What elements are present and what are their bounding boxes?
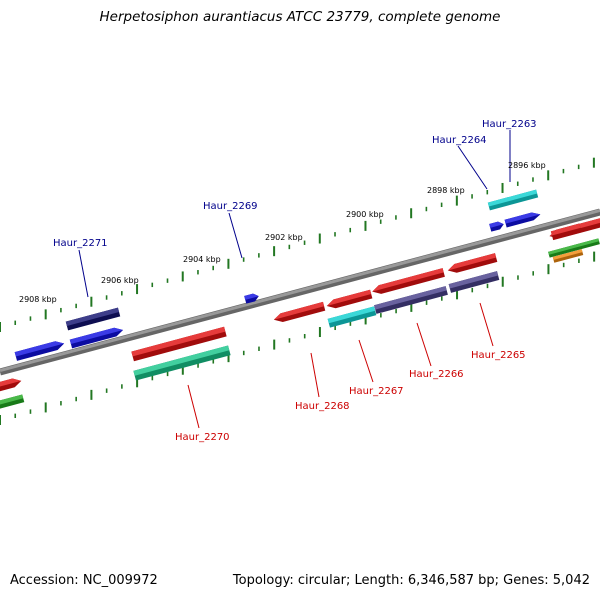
gene-labels: Haur_2263 Haur_2264 Haur_2269 Haur_2271 Haur…: [53, 119, 537, 443]
gene-block: [489, 221, 504, 232]
gene-block: [244, 293, 259, 304]
kbp-scale-labels: 2896 kbp 2898 kbp 2900 kbp 2902 kbp 2904 kbp…: [19, 161, 546, 304]
gene-block: [327, 306, 377, 328]
leader-line: [416, 322, 432, 367]
gene-label-forward: Haur_2264: [432, 135, 487, 146]
leader-line: [78, 249, 89, 298]
accession-text: Accession: NC_009972: [10, 573, 158, 588]
gene-block: [552, 249, 584, 263]
gene-label-forward: Haur_2263: [482, 119, 537, 130]
map-title: Herpetosiphon aurantiacus ATCC 23779, co…: [99, 9, 501, 25]
kbp-label: 2900 kbp: [346, 210, 384, 219]
gene-block: [374, 286, 448, 314]
kbp-label: 2896 kbp: [508, 161, 546, 170]
gene-block: [372, 268, 445, 294]
gene-block: [0, 394, 25, 409]
kbp-label: 2904 kbp: [183, 255, 221, 264]
gene-block: [448, 271, 500, 293]
leader-line: [187, 384, 200, 429]
leader-line: [358, 339, 374, 383]
genome-backbone: [0, 208, 600, 376]
topology-text: Topology: circular; Length: 6,346,587 bp…: [232, 573, 590, 588]
gene-block: [549, 223, 582, 239]
gene-features: [0, 189, 600, 409]
gene-block: [65, 307, 121, 331]
gene-block: [504, 212, 541, 228]
gene-block: [69, 327, 124, 349]
reverse-scale-track: [0, 251, 596, 425]
gene-block: [326, 289, 373, 309]
gene-label-reverse: Haur_2267: [349, 386, 404, 397]
leader-line: [310, 352, 320, 398]
gene-label-forward: Haur_2269: [203, 201, 258, 212]
gene-label-reverse: Haur_2268: [295, 401, 350, 412]
gene-block: [0, 378, 22, 392]
kbp-label: 2898 kbp: [427, 186, 465, 195]
kbp-label: 2906 kbp: [101, 276, 139, 285]
gene-block: [487, 189, 539, 211]
leader-line: [457, 145, 488, 190]
label-leader-lines: [78, 130, 511, 429]
gene-block: [131, 326, 227, 362]
gene-block: [447, 253, 498, 273]
kbp-label: 2902 kbp: [265, 233, 303, 242]
gene-block: [548, 238, 600, 258]
gene-label-reverse: Haur_2266: [409, 369, 464, 380]
gene-label-forward: Haur_2271: [53, 238, 108, 249]
gene-block: [133, 345, 231, 381]
leader-line: [228, 212, 243, 259]
leader-line: [479, 302, 494, 347]
gene-label-reverse: Haur_2265: [471, 350, 526, 361]
backbone-line: [0, 209, 600, 372]
forward-scale-track: [0, 157, 595, 332]
gene-label-reverse: Haur_2270: [175, 432, 230, 443]
kbp-label: 2908 kbp: [19, 295, 57, 304]
gene-block: [14, 341, 65, 361]
gene-block: [273, 301, 326, 323]
